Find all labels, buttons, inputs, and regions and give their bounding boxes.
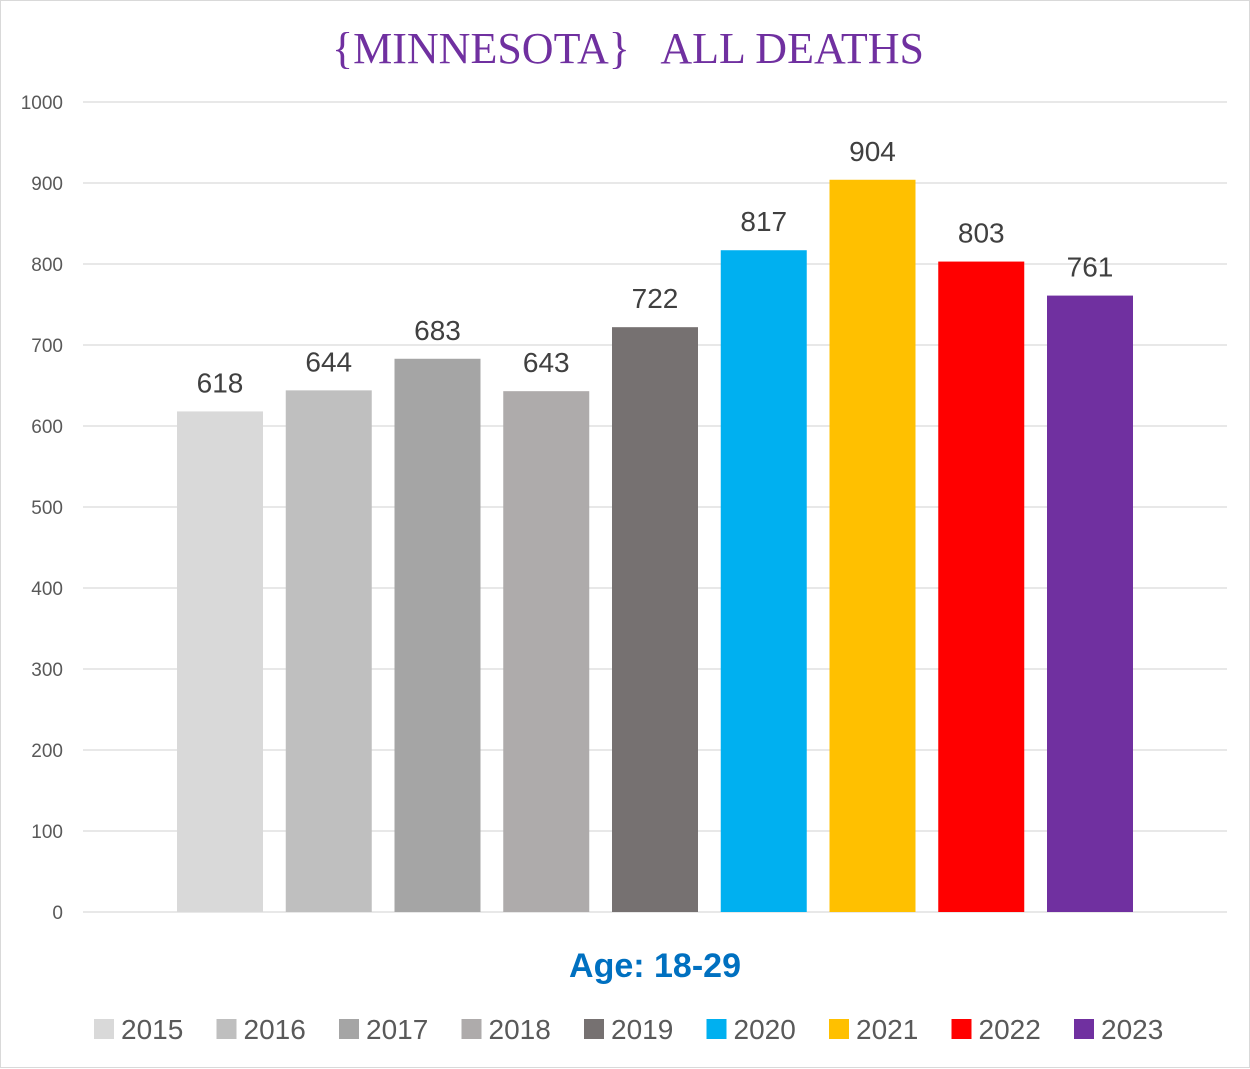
data-label-2022: 803 (958, 218, 1005, 249)
legend-swatch-2018 (461, 1019, 482, 1039)
bar-2020 (720, 250, 807, 913)
legend: 2015 2016 2017 2018 2019 2020 2021 2022 2023 (94, 1014, 1163, 1045)
data-label-2021: 904 (849, 136, 896, 167)
data-label-2017: 683 (414, 315, 461, 346)
data-label-2018: 643 (523, 347, 570, 378)
y-tick-label: 1000 (21, 93, 63, 114)
y-tick-label: 200 (31, 741, 63, 762)
bar-2019 (612, 327, 698, 912)
y-tick-label: 700 (31, 336, 63, 357)
legend-label-2018: 2018 (489, 1014, 551, 1045)
legend-swatch-2016 (216, 1019, 237, 1039)
x-axis-label: Age: 18-29 (569, 947, 741, 985)
y-tick-label: 400 (31, 579, 63, 600)
y-tick-label: 900 (31, 174, 63, 195)
bar-2016 (285, 390, 372, 912)
legend-swatch-2021 (829, 1019, 849, 1039)
legend-label-2017: 2017 (366, 1014, 428, 1045)
data-label-2020: 817 (740, 206, 787, 237)
bar-2015 (177, 411, 263, 912)
legend-swatch-2017 (339, 1019, 359, 1039)
data-label-2019: 722 (632, 283, 679, 314)
y-tick-label: 300 (31, 660, 63, 681)
legend-label-2020: 2020 (734, 1014, 796, 1045)
data-label-2016: 644 (305, 346, 352, 377)
legend-label-2015: 2015 (121, 1014, 183, 1045)
legend-swatch-2020 (706, 1019, 727, 1039)
legend-swatch-2019 (584, 1019, 604, 1039)
y-tick-label: 800 (31, 255, 63, 276)
bar-2017 (394, 358, 481, 912)
legend-swatch-2015 (94, 1019, 114, 1039)
legend-label-2023: 2023 (1101, 1014, 1163, 1045)
legend-label-2016: 2016 (244, 1014, 306, 1045)
bar-2018 (503, 391, 590, 912)
legend-label-2022: 2022 (979, 1014, 1041, 1045)
bars (177, 179, 1133, 913)
y-tick-label: 0 (52, 903, 63, 924)
legend-label-2019: 2019 (611, 1014, 673, 1045)
bar-2022 (938, 261, 1025, 912)
y-tick-label: 100 (31, 822, 63, 843)
bar-2023 (1047, 295, 1133, 913)
data-label-2015: 618 (197, 367, 244, 398)
bar-2021 (829, 179, 916, 912)
legend-swatch-2023 (1074, 1019, 1094, 1039)
y-axis-ticks: 0 100 200 300 400 500 600 700 800 900 1000 (21, 93, 63, 924)
y-tick-label: 600 (31, 417, 63, 438)
y-tick-label: 500 (31, 498, 63, 519)
legend-label-2021: 2021 (856, 1014, 918, 1045)
data-labels: 618 644 683 643 722 817 904 803 761 (197, 136, 1114, 399)
data-label-2023: 761 (1067, 252, 1114, 283)
legend-swatch-2022 (951, 1019, 972, 1039)
chart-title: {MINNESOTA} ALL DEATHS (332, 24, 924, 73)
